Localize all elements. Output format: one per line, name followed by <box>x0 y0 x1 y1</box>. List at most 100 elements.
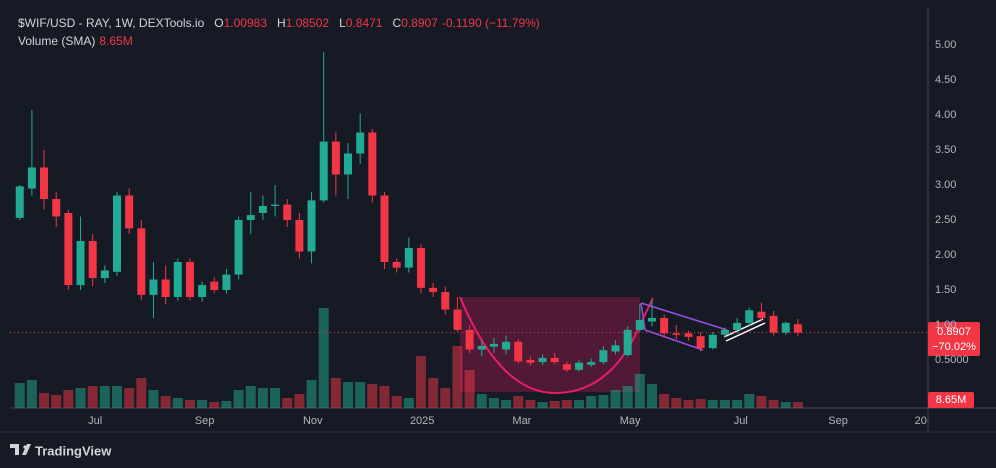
brand: TradingView <box>35 443 112 458</box>
volume-bar <box>756 395 767 408</box>
y-tick-label: 3.00 <box>935 179 956 191</box>
candle-body <box>344 153 353 175</box>
candle-body <box>416 247 425 288</box>
volume-bar <box>87 385 98 408</box>
volume-bar <box>440 388 451 408</box>
candle-body <box>27 167 36 189</box>
volume-bar <box>355 382 366 408</box>
volume-bar <box>306 380 317 408</box>
volume-header: Volume (SMA) 8.65M <box>18 34 133 48</box>
y-tick-label: 2.50 <box>935 214 956 226</box>
y-tick-label: 0.5000 <box>935 354 969 366</box>
ohlc-label: C <box>392 16 402 30</box>
candle-body <box>793 324 802 333</box>
candle-body <box>100 270 109 279</box>
symbol-title: $WIF/USD - RAY, 1W, DEXTools.io <box>18 16 205 30</box>
volume-bar <box>26 380 37 408</box>
candle-body <box>635 320 644 330</box>
x-tick-label: Nov <box>303 415 323 427</box>
volume-bar <box>160 395 171 408</box>
candle-body <box>307 200 316 252</box>
x-tick-label: 20 <box>915 415 927 427</box>
candle-body <box>647 317 656 322</box>
volume-tag <box>928 392 974 408</box>
price-tag-change: −70.02% <box>932 341 976 353</box>
candle-body <box>283 204 292 220</box>
y-tick-label: 3.50 <box>935 144 956 156</box>
ohlc-label: O <box>214 16 224 30</box>
volume-tag-value: 8.65M <box>936 394 967 406</box>
candle-body <box>76 240 85 286</box>
candle-body <box>769 315 778 333</box>
y-tick-label: 4.50 <box>935 74 956 86</box>
candle-body <box>623 329 632 356</box>
ohlc-label: H <box>277 16 286 30</box>
volume-bar <box>537 402 548 408</box>
candle-body <box>198 285 207 297</box>
candle-body <box>149 279 158 295</box>
candle-body <box>222 274 231 290</box>
volume-bar <box>245 385 256 408</box>
candle-body <box>757 311 766 318</box>
change-value: -0.1190 (−11.79%) <box>441 16 540 30</box>
candle-body <box>733 322 742 330</box>
candle-body <box>234 219 243 275</box>
close-value: 0.8907 <box>401 16 438 30</box>
volume-bar <box>39 393 50 408</box>
volume-bar <box>476 393 487 408</box>
volume-bar <box>452 345 463 408</box>
volume-title: Volume (SMA) <box>18 34 96 48</box>
volume-bar <box>744 393 755 408</box>
candle-body <box>125 195 134 229</box>
candle-body <box>271 204 280 206</box>
candle-body <box>781 322 790 333</box>
volume-bar <box>330 378 341 408</box>
y-tick-label: 1.50 <box>935 284 956 296</box>
x-tick-label: 2025 <box>410 415 434 427</box>
volume-bar <box>148 390 159 408</box>
x-tick-label: Jul <box>88 415 102 427</box>
candle-body <box>112 195 121 272</box>
volume-bar <box>719 400 730 408</box>
volume-bar <box>488 398 499 408</box>
candle-body <box>489 343 498 347</box>
volume-bar <box>233 390 244 408</box>
plot <box>10 51 928 408</box>
volume-bar <box>598 395 609 408</box>
candle-body <box>40 167 49 199</box>
open-value: 1.00983 <box>223 16 268 30</box>
volume-bar <box>136 378 147 408</box>
volume-bar <box>732 400 743 408</box>
volume-bar <box>792 401 803 408</box>
candle-body <box>672 333 681 335</box>
volume-bar <box>671 398 682 408</box>
legend-header: $WIF/USD - RAY, 1W, DEXTools.io O 1.00983… <box>18 16 540 30</box>
logo-dot <box>23 445 27 449</box>
volume-bar <box>99 385 110 408</box>
volume-bar <box>525 400 536 408</box>
candle-body <box>15 186 24 218</box>
candle-body <box>587 362 596 365</box>
volume-bar <box>707 400 718 408</box>
candle-body <box>745 310 754 323</box>
volume-bar <box>415 355 426 408</box>
candle-body <box>392 261 401 268</box>
candle-body <box>331 141 340 175</box>
candle-body <box>550 357 559 363</box>
volume-bar <box>561 400 572 408</box>
volume-bar <box>464 370 475 408</box>
candle-body <box>514 341 523 362</box>
volume-bar <box>14 383 25 408</box>
cup-zone <box>460 297 640 392</box>
x-tick-label: May <box>620 415 641 427</box>
candle-body <box>502 341 511 350</box>
candle-body <box>696 336 705 349</box>
volume-bar <box>221 400 232 408</box>
x-tick-label: Jul <box>734 415 748 427</box>
volume-bar <box>695 398 706 408</box>
ohlc-label: L <box>339 16 346 30</box>
breakout-lines <box>723 318 766 342</box>
candle-body <box>429 287 438 293</box>
low-value: 0.8471 <box>345 16 383 30</box>
